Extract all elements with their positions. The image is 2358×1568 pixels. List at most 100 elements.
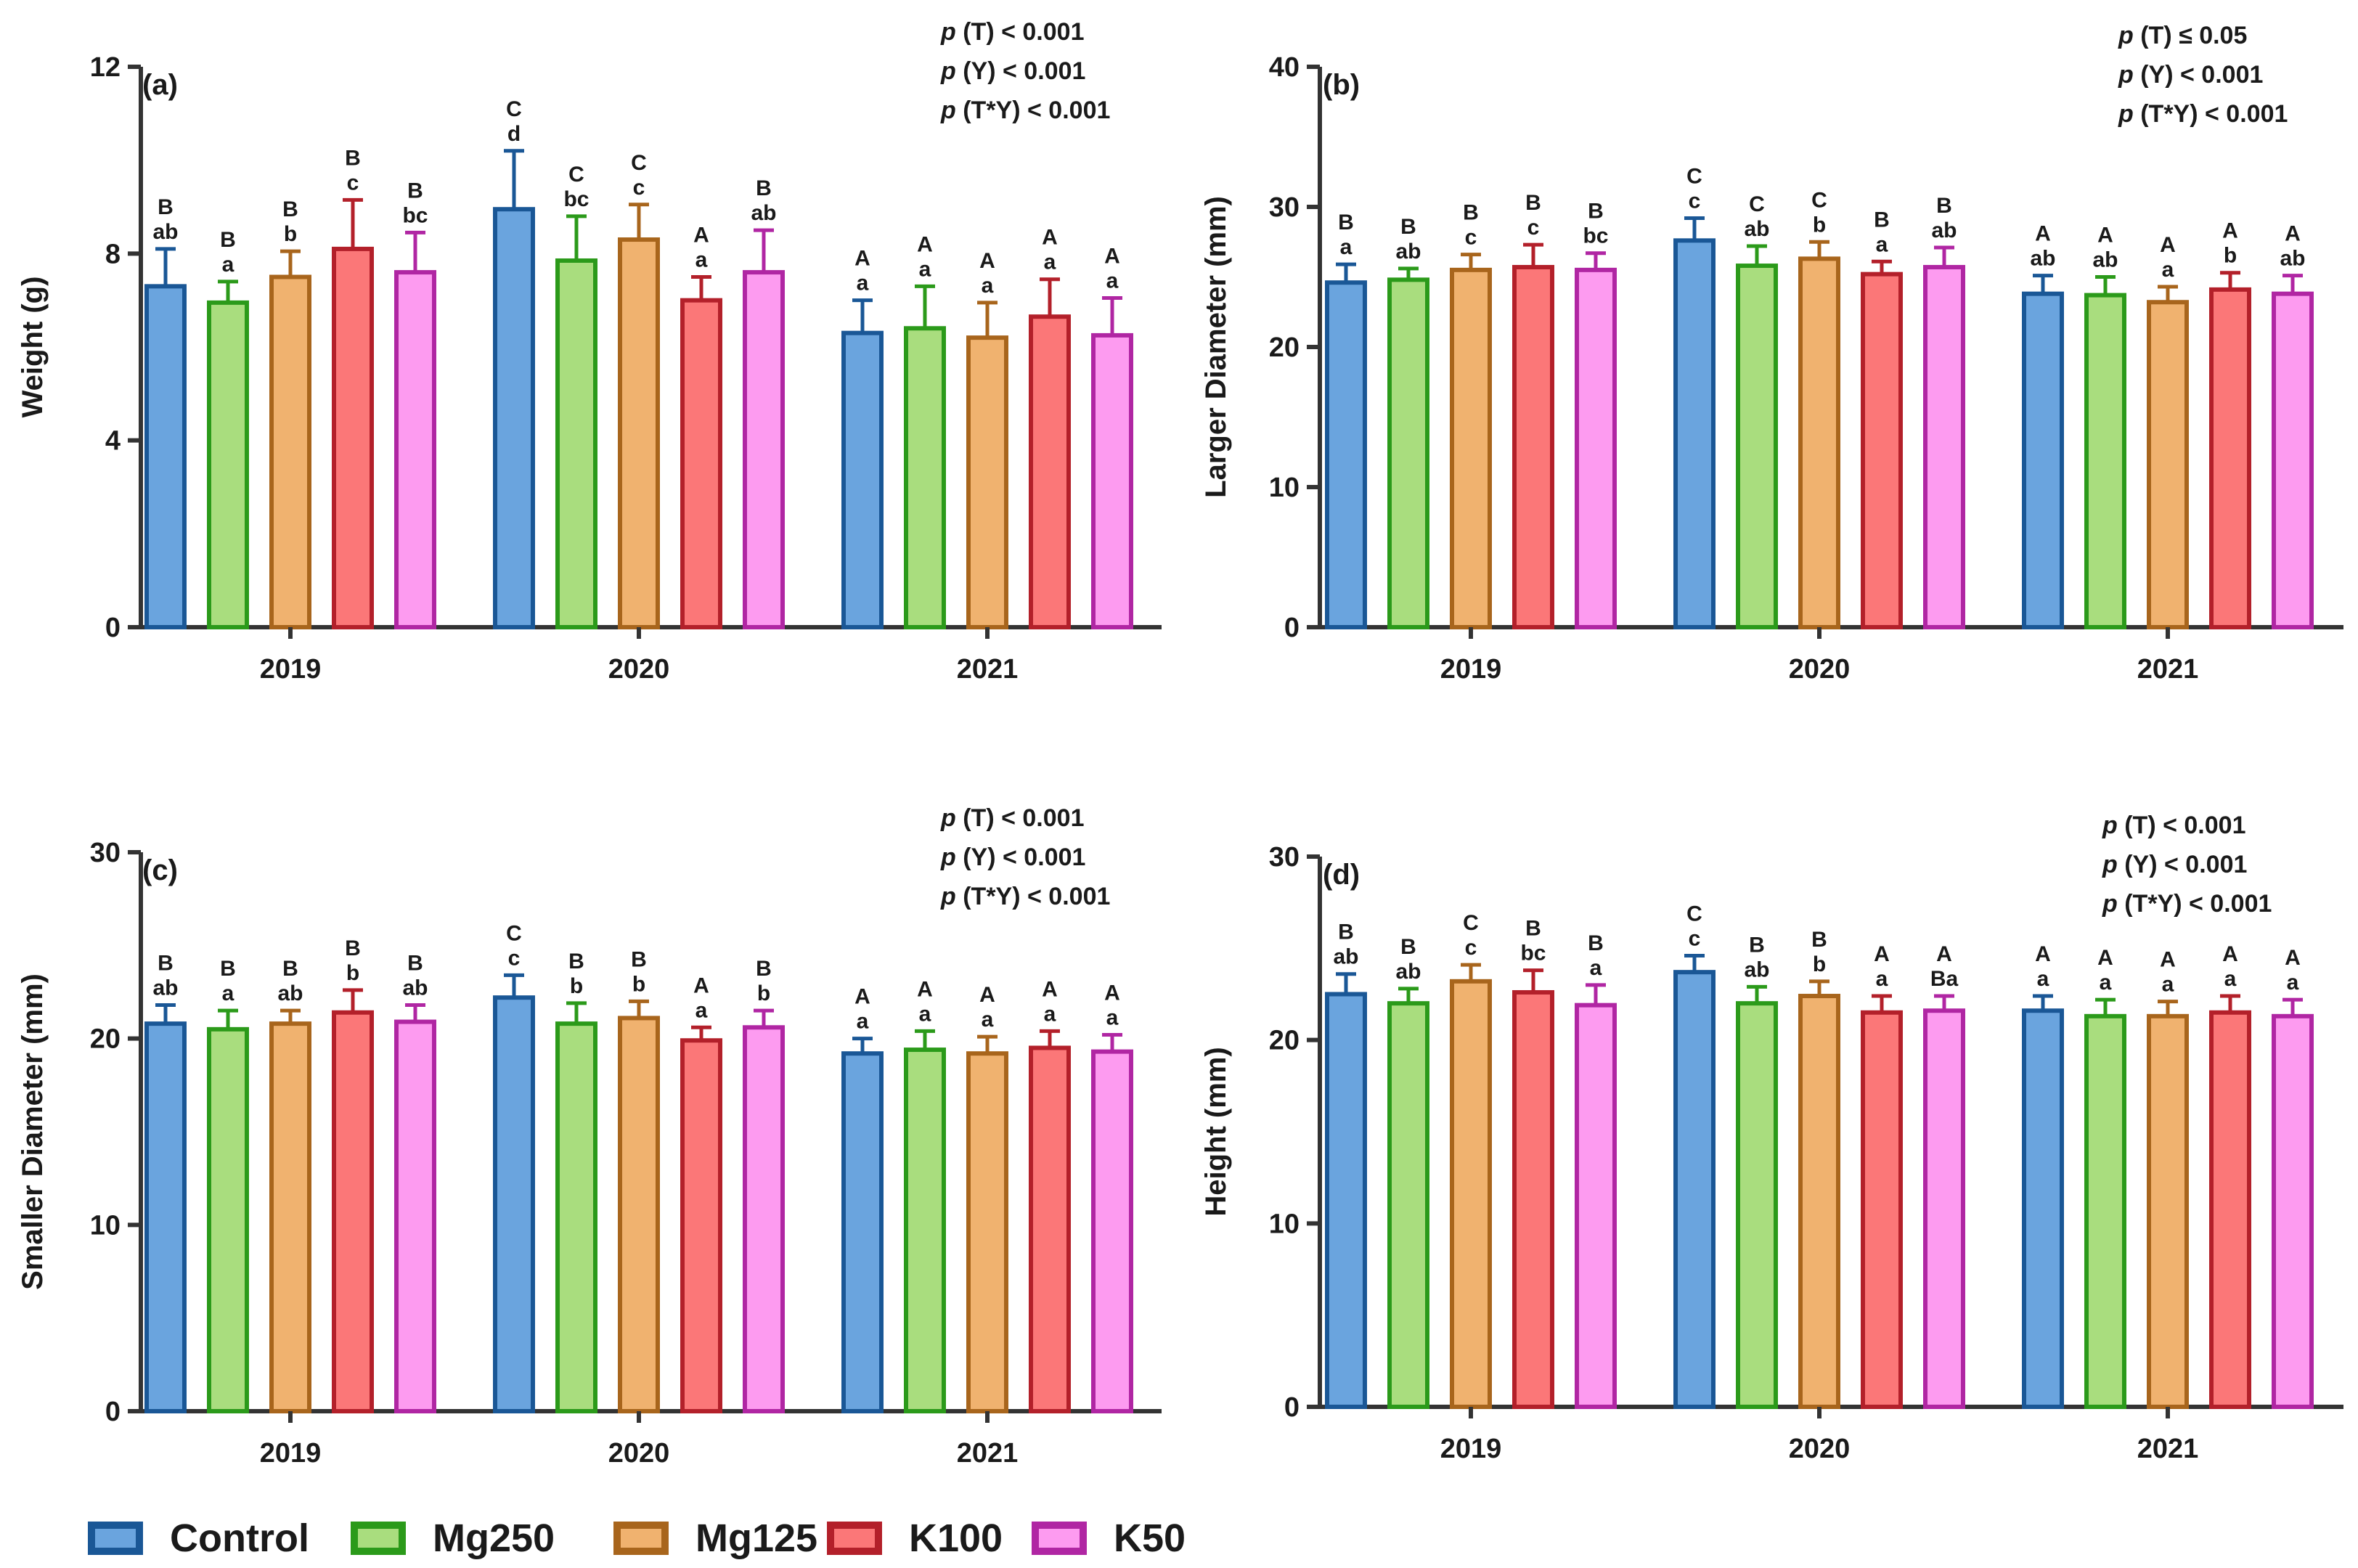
stat-p: p <box>2118 100 2134 128</box>
significance-lower: b <box>346 961 359 985</box>
significance-upper: B <box>282 957 298 981</box>
significance-upper: A <box>979 983 995 1007</box>
y-axis-label: Height (mm) <box>1200 1047 1232 1216</box>
significance-upper: B <box>1338 920 1354 944</box>
significance-upper: A <box>2097 224 2113 248</box>
significance-upper: B <box>1338 211 1354 234</box>
y-tick-label: 20 <box>90 1024 121 1055</box>
significance-upper: A <box>693 973 709 997</box>
panel-label: (c) <box>142 854 178 886</box>
x-tick-label: 2019 <box>260 1438 322 1469</box>
bar-k50-2019 <box>1575 267 1617 629</box>
bar-k100-2021 <box>1029 1045 1071 1413</box>
significance-upper: C <box>568 163 584 187</box>
bar-mg250-2021 <box>2084 1013 2126 1409</box>
bar-mg125-2021 <box>966 335 1008 629</box>
significance-upper: A <box>917 977 933 1001</box>
stat-p: p <box>2102 890 2118 918</box>
bar-control-2019 <box>144 1021 187 1413</box>
stat-text: (T) ≤ 0.05 <box>2134 22 2248 49</box>
significance-lower: ab <box>152 220 178 244</box>
chart-panel-3: 0 10 20 30 Smaller Diameter (mm) (c) p (T) < 0… <box>17 804 1162 1469</box>
bar-mg250-2020 <box>1736 1001 1778 1409</box>
stat-text: (T*Y) < 0.001 <box>956 883 1111 910</box>
bar-k50-2021 <box>1091 1049 1133 1413</box>
bar-control-2020 <box>493 995 535 1413</box>
y-tick-label: 8 <box>105 239 121 269</box>
y-tick-label: 4 <box>105 426 121 457</box>
y-tick-label: 10 <box>90 1210 121 1241</box>
significance-lower: ab <box>152 976 178 1000</box>
significance-upper: A <box>2222 942 2238 966</box>
significance-upper: C <box>1749 192 1765 216</box>
bar-control-2021 <box>2022 1008 2064 1409</box>
significance-lower: c <box>508 946 521 970</box>
significance-lower: a <box>2224 967 2237 991</box>
significance-lower: a <box>2100 971 2112 995</box>
significance-upper: B <box>1400 215 1416 239</box>
significance-upper: B <box>631 947 647 971</box>
significance-lower: ab <box>1395 240 1421 264</box>
significance-upper: A <box>1042 977 1058 1001</box>
stat-text: (T*Y) < 0.001 <box>2118 890 2272 918</box>
y-tick-label: 0 <box>1284 613 1300 643</box>
bar-mg250-2021 <box>904 326 946 629</box>
significance-lower: bc <box>563 187 589 211</box>
x-tick-label: 2021 <box>2137 1434 2199 1464</box>
stat-line: p (Y) < 0.001 <box>2118 61 2263 89</box>
bar-mg250-2019 <box>1387 277 1429 629</box>
significance-lower: ab <box>1744 957 1769 981</box>
stat-p: p <box>2102 851 2118 878</box>
significance-upper: B <box>1874 208 1890 232</box>
significance-lower: a <box>982 1008 994 1032</box>
significance-lower: b <box>1813 213 1826 237</box>
significance-lower: a <box>695 248 708 272</box>
significance-upper: A <box>2160 233 2176 257</box>
significance-lower: a <box>2162 258 2174 282</box>
legend-label-k100: K100 <box>909 1516 1003 1560</box>
significance-lower: a <box>2162 973 2174 997</box>
x-tick-label: 2021 <box>957 654 1019 685</box>
significance-upper: C <box>1811 188 1827 212</box>
significance-upper: A <box>854 247 870 271</box>
stat-text: (Y) < 0.001 <box>2134 61 2264 89</box>
stat-p: p <box>940 804 956 832</box>
significance-lower: c <box>1465 226 1477 250</box>
bar-k100-2020 <box>680 1038 722 1413</box>
bar-mg125-2020 <box>618 237 660 629</box>
stat-line: p (Y) < 0.001 <box>940 844 1085 871</box>
x-tick-label: 2021 <box>957 1438 1019 1469</box>
stat-line: p (T*Y) < 0.001 <box>940 883 1110 910</box>
stat-p: p <box>940 57 956 85</box>
significance-lower: d <box>507 122 521 146</box>
stat-text: (T) < 0.001 <box>2118 812 2246 839</box>
bar-k100-2019 <box>332 246 374 629</box>
stat-p: p <box>940 18 956 46</box>
x-tick-label: 2021 <box>2137 654 2199 685</box>
bar-k100-2021 <box>2209 1010 2251 1410</box>
significance-upper: A <box>2285 222 2301 246</box>
significance-upper: B <box>568 950 584 973</box>
significance-upper: A <box>2035 222 2051 246</box>
significance-lower: a <box>2287 971 2299 995</box>
stat-line: p (T) < 0.001 <box>2102 812 2245 839</box>
y-tick-label: 10 <box>1269 1209 1300 1239</box>
bar-mg125-2021 <box>2147 300 2189 629</box>
significance-upper: C <box>1686 902 1702 926</box>
legend-label-k50: K50 <box>1114 1516 1186 1560</box>
bar-mg250-2021 <box>904 1048 946 1413</box>
significance-lower: a <box>1340 235 1353 259</box>
stat-line: p (T*Y) < 0.001 <box>940 97 1110 124</box>
significance-lower: c <box>633 176 645 200</box>
significance-upper: B <box>756 957 772 981</box>
legend-label-control: Control <box>170 1516 309 1560</box>
significance-upper: B <box>1525 917 1541 941</box>
bar-mg125-2019 <box>269 274 311 629</box>
significance-upper: A <box>2097 946 2113 970</box>
legend-swatch-k100 <box>827 1522 882 1555</box>
bar-k100-2021 <box>2209 287 2251 629</box>
bar-k100-2020 <box>1861 1010 1903 1410</box>
x-tick-label: 2019 <box>260 654 322 685</box>
